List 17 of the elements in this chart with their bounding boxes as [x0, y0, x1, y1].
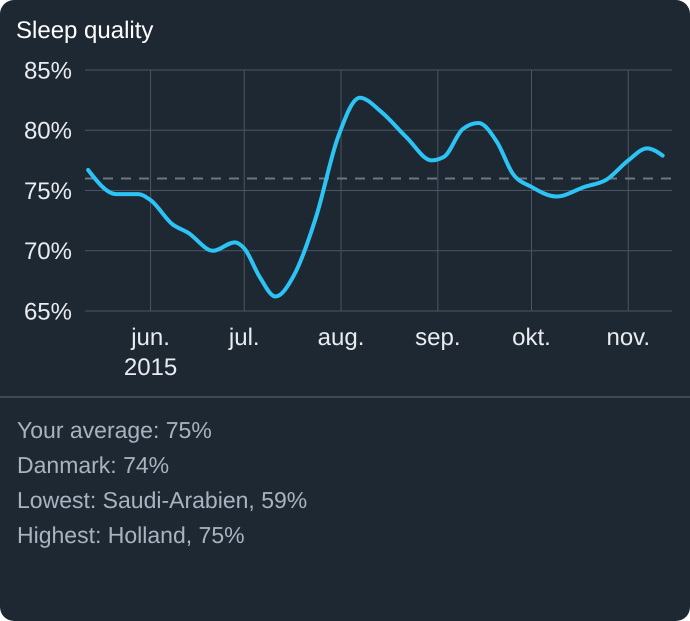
text: Highest: Holland, 75%: [17, 522, 245, 548]
x-tick-label: aug.: [318, 324, 364, 351]
y-tick-label: 70%: [24, 238, 72, 266]
y-tick-label: 75%: [24, 178, 72, 205]
x-tick-label: jul.: [228, 324, 260, 351]
x-tick-label: okt.: [512, 324, 551, 351]
text: Lowest: Saudi-Arabien, 59%: [17, 487, 308, 513]
x-tick-label: sep.: [415, 324, 461, 351]
y-tick-label: 85%: [24, 57, 72, 84]
y-tick-label: 80%: [24, 118, 72, 145]
chart-title: Sleep quality: [16, 17, 154, 44]
x-tick-label: nov.: [606, 324, 650, 351]
line-series: [86, 96, 665, 299]
x-tick-label: jun. 2015: [124, 324, 178, 381]
text: Danmark: 74%: [17, 452, 170, 478]
text: Your average: 75%: [17, 417, 212, 443]
y-tick-label: 65%: [24, 298, 72, 326]
